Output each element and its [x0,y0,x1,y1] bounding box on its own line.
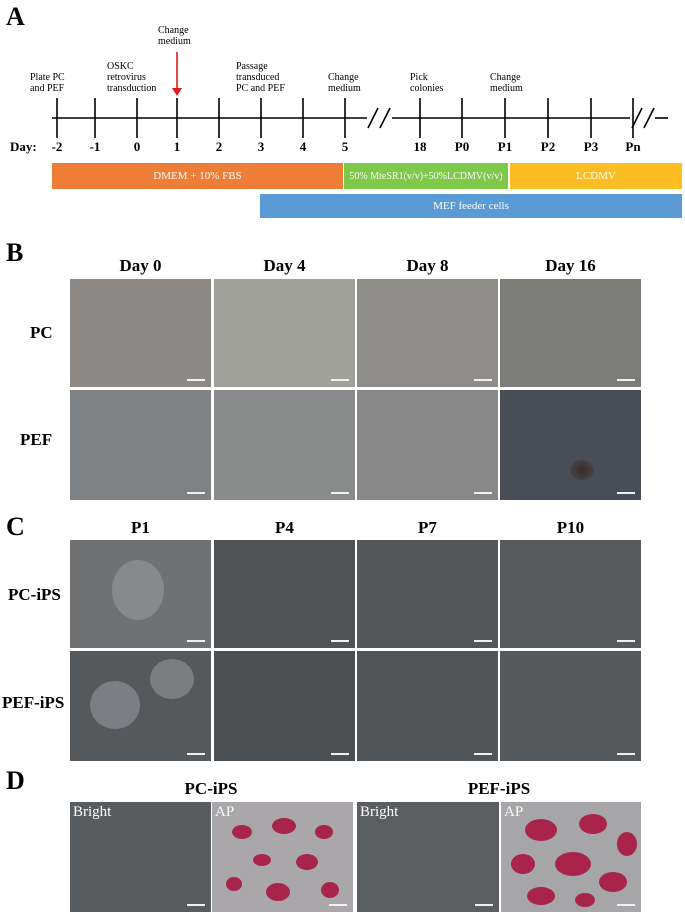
panel-letter-b: B [6,238,24,267]
timeline-tick-label: 3 [257,139,265,154]
panel-c-col-p1: P1 [131,518,150,537]
micrograph-pef-day16 [500,390,641,500]
panel-c-col-p10: P10 [556,518,585,537]
timeline-tick-label: P3 [583,139,599,154]
panel-b-col-day16: Day 16 [545,256,596,275]
bar-mef-feeder: MEF feeder cells [260,194,682,218]
timeline-event-label: Change medium [328,72,361,94]
panel-b-row-pc: PC [30,323,53,342]
micrograph-pc-ips-p4 [214,540,355,648]
micrograph-pef-day0 [70,390,211,500]
micrograph-pef-ips-p1 [70,651,211,761]
panel-d-group-pc-ips: PC-iPS [184,779,238,798]
micrograph-pef-ips-ap: AP [501,802,641,912]
axis-break-mark [367,107,379,129]
timeline-tick-label: -2 [51,139,63,154]
micrograph-pc-day0 [70,279,211,387]
micrograph-pc-ips-bright: Bright [70,802,211,912]
timeline-event-label: Pick colonies [410,72,444,94]
timeline-tick-label: -1 [89,139,101,154]
panel-c-col-p4: P4 [275,518,294,537]
micrograph-pef-day4 [214,390,355,500]
timeline-event-label: OSKC retrovirus transduction [107,61,157,94]
ap-stain-blobs [511,814,637,907]
micrograph-pef-day8 [357,390,498,500]
change-medium-arrow-head [172,88,182,96]
bar-mtesr1-lcdmv: 50% MteSR1(v/v)+50%LCDMV(v/v) [344,163,508,189]
timeline-tick-label: 18 [413,139,427,154]
panel-b-row-pef: PEF [20,430,53,449]
day-axis-prefix: Day: [10,139,37,154]
bar-dmem: DMEM + 10% FBS [52,163,343,189]
micrograph-pc-ips-p10 [500,540,641,648]
timeline-tick-label: 2 [215,139,223,154]
panel-b-col-day4: Day 4 [263,256,306,275]
timeline-tick-label: P1 [497,139,513,154]
panel-b-col-day8: Day 8 [406,256,449,275]
micrograph-pc-ips-ap: AP [212,802,353,912]
micrograph-pef-ips-p4 [214,651,355,761]
micrograph-pc-day8 [357,279,498,387]
panel-d-group-pef-ips: PEF-iPS [467,779,531,798]
micrograph-pc-day4 [214,279,355,387]
timeline-tick-label: 5 [341,139,349,154]
micrograph-pc-day16 [500,279,641,387]
ap-stain-blobs [226,818,339,901]
micrograph-pc-ips-p1 [70,540,211,648]
micrograph-pc-ips-p7 [357,540,498,648]
timeline-tick-label: 1 [173,139,181,154]
micrograph-pef-ips-bright: Bright [357,802,499,912]
timeline-event-label: Change medium [490,72,523,94]
panel-c-row-pc-ips: PC-iPS [8,585,61,604]
timeline-tick-label: Pn [625,139,641,154]
timeline-event-label: Passage transduced PC and PEF [236,61,285,94]
timeline-svg [52,52,668,138]
bar-lcdmv: LCDMV [510,163,682,189]
timeline-event-label: Change medium [158,25,191,47]
panel-letter-c: C [6,512,25,541]
panel-c-col-p7: P7 [418,518,437,537]
axis-break-mark [379,107,391,129]
panel-letter-a: A [6,2,25,31]
panel-b-col-day0: Day 0 [119,256,162,275]
timeline-tick-label: 4 [299,139,307,154]
panel-c-row-pef-ips: PEF-iPS [2,693,65,712]
micrograph-pef-ips-p7 [357,651,498,761]
timeline-tick-label: P2 [540,139,556,154]
axis-break-mark [643,107,655,129]
panel-letter-d: D [6,766,25,795]
timeline-tick-label: P0 [454,139,470,154]
micrograph-pef-ips-p10 [500,651,641,761]
timeline-event-label: Plate PC and PEF [30,72,65,94]
timeline-tick-label: 0 [133,139,141,154]
